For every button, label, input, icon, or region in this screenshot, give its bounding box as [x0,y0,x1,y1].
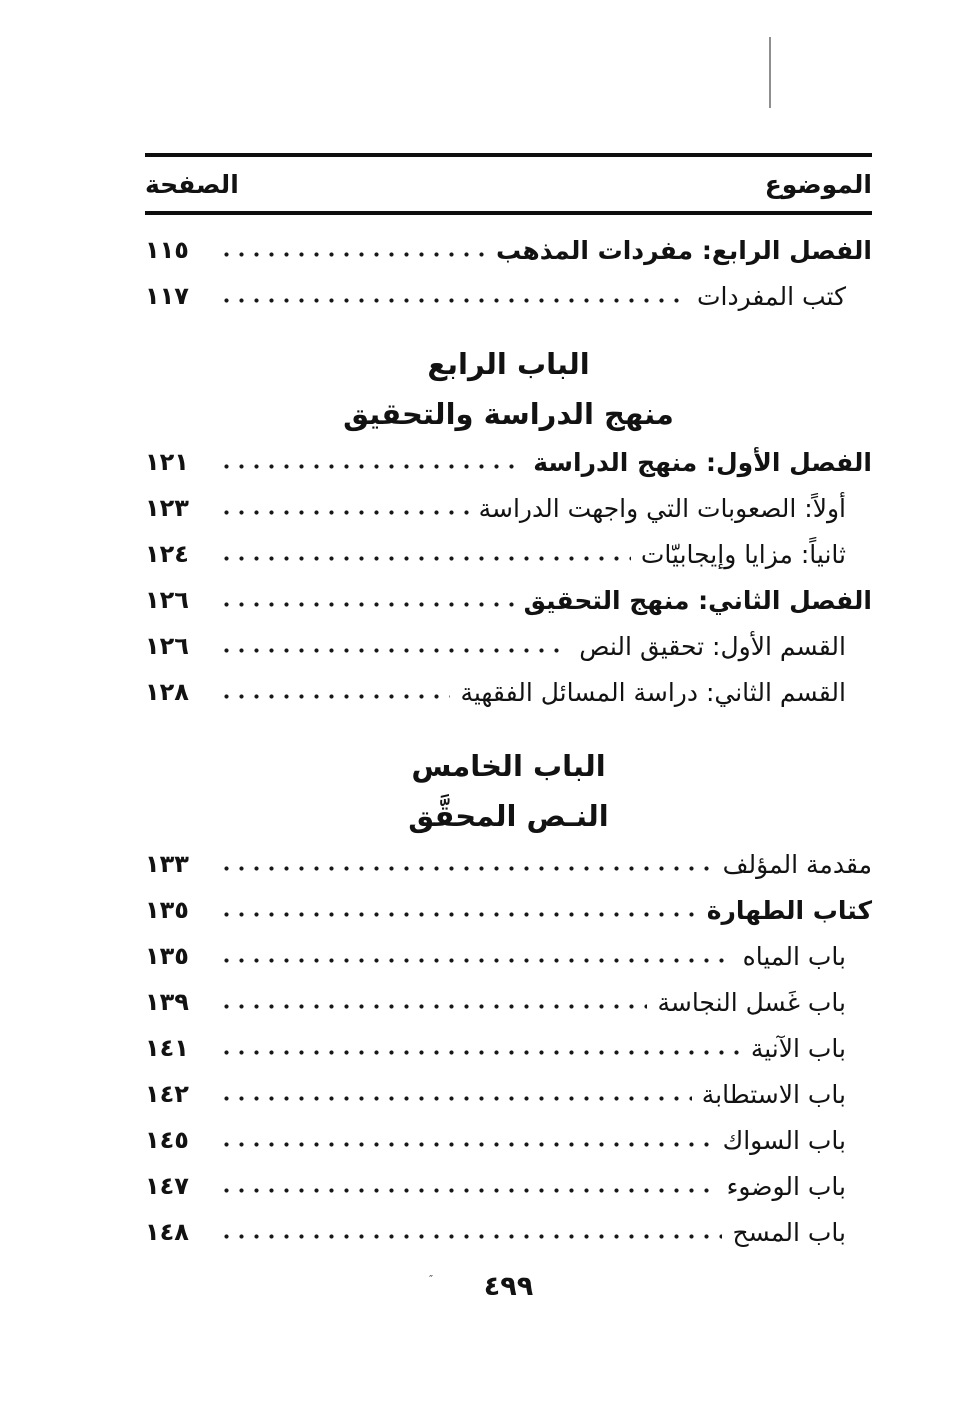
section-heading-line: الباب الرابع [427,347,590,381]
toc-entry-page-number: ١٢٦ [145,586,189,614]
dot-leader [217,273,687,319]
toc-entry-row: باب غَسل النجاسة ١٣٩ [145,979,872,1025]
dot-leader [217,1117,713,1163]
toc-entry-page-number: ١١٥ [145,236,189,264]
toc-entry-page-number: ١١٧ [145,282,189,310]
toc-entry-title: القسم الأول: تحقيق النص [579,631,846,661]
toc-entry-row: باب الاستطابة ١٤٢ [145,1071,872,1117]
dot-leader [217,933,733,979]
toc-entry-page-number: ١٢٨ [145,678,189,706]
header-page-label: الصفحة [145,169,239,199]
section-heading: الباب الرابع منهج الدراسة والتحقيق [145,339,872,439]
toc-entry-title: أولاً: الصعوبات التي واجهت الدراسة [478,493,846,523]
toc-page: الموضوع الصفحة الفصل الرابع: مفردات المذ… [145,0,872,1311]
toc-entry-title: باب المياه [742,941,846,971]
toc-entry-page-number: ١٢٦ [145,632,189,660]
page-number: ٤٩٩ [483,1271,534,1302]
toc-entry-title: باب الآنية [750,1033,846,1063]
scan-artifact-line [769,37,771,108]
dot-leader [217,1071,692,1117]
toc-entry-row: باب المياه ١٣٥ [145,933,872,979]
dot-leader [217,1025,741,1071]
toc-entry-title: باب السواك [722,1125,846,1155]
toc-entry-page-number: ١٣٥ [145,942,189,970]
toc-entry-row: القسم الثاني: دراسة المسائل الفقهية ١٢٨ [145,669,872,715]
toc-entry-row: باب الوضوء ١٤٧ [145,1163,872,1209]
toc-entry-row: باب الآنية ١٤١ [145,1025,872,1071]
dot-leader [217,227,486,273]
toc-entry-row: ثانياً: مزايا وإيجابيّات ١٢٤ [145,531,872,577]
dot-leader [217,623,570,669]
dot-leader [217,669,451,715]
header-labels-row: الموضوع الصفحة [145,157,872,211]
section-heading: الباب الخامس النـص المحقَّق [145,741,872,841]
toc-entry-title: القسم الثاني: دراسة المسائل الفقهية [460,677,846,707]
toc-entry-page-number: ١٣٩ [145,988,189,1016]
toc-entry-title: باب الاستطابة [701,1079,846,1109]
toc-entry-title: ثانياً: مزايا وإيجابيّات [640,539,846,569]
scan-artifact-mark: ″ [429,1273,434,1286]
toc-entry-title: باب غَسل النجاسة [657,987,846,1017]
dot-leader [217,1163,717,1209]
toc-entry-page-number: ١٢٣ [145,494,189,522]
toc-entry-title: باب المسح [732,1217,846,1247]
toc-entry-title: كتب المفردات [696,281,846,311]
dot-leader [217,439,524,485]
toc-header: الموضوع الصفحة [145,153,872,215]
toc-entry-row: باب السواك ١٤٥ [145,1117,872,1163]
toc-entry-row: الفصل الرابع: مفردات المذهب ١١٥ [145,227,872,273]
toc-entry-page-number: ١٣٣ [145,850,189,878]
toc-entry-row: الفصل الثاني: منهج التحقيق ١٢٦ [145,577,872,623]
toc-entry-row: مقدمة المؤلف ١٣٣ [145,841,872,887]
toc-entry-row: الفصل الأول: منهج الدراسة ١٢١ [145,439,872,485]
toc-entry-title: الفصل الرابع: مفردات المذهب [495,235,872,265]
toc-entry-row: القسم الأول: تحقيق النص ١٢٦ [145,623,872,669]
toc-entry-title: الفصل الثاني: منهج التحقيق [523,585,872,615]
toc-entry-title: باب الوضوء [726,1171,846,1201]
dot-leader [217,531,631,577]
header-topic-label: الموضوع [764,169,872,199]
section-heading-line: النـص المحقَّق [408,799,609,833]
page-footer: ″ ٤٩٩ [145,1271,872,1311]
dot-leader [217,841,713,887]
toc-entry-row: كتاب الطهارة ١٣٥ [145,887,872,933]
toc-entry-page-number: ١٤٥ [145,1126,189,1154]
toc-entry-page-number: ١٤٢ [145,1080,189,1108]
dot-leader [217,577,514,623]
header-rule-top [145,153,872,157]
header-rule-bottom [145,211,872,215]
section-heading-line: منهج الدراسة والتحقيق [343,397,674,431]
toc-entry-row: كتب المفردات ١١٧ [145,273,872,319]
toc-entry-page-number: ١٢١ [145,448,189,476]
dot-leader [217,1209,723,1255]
toc-entry-page-number: ١٤١ [145,1034,189,1062]
dot-leader [217,887,697,933]
dot-leader [217,485,469,531]
toc-entry-title: كتاب الطهارة [706,895,872,925]
toc-entry-page-number: ١٤٧ [145,1172,189,1200]
toc-entry-title: مقدمة المؤلف [722,849,872,879]
toc-entry-row: باب المسح ١٤٨ [145,1209,872,1255]
toc-entry-page-number: ١٢٤ [145,540,189,568]
toc-entry-page-number: ١٤٨ [145,1218,189,1246]
toc-entry-title: الفصل الأول: منهج الدراسة [533,447,872,477]
section-heading-line: الباب الخامس [411,749,606,783]
toc-entry-row: أولاً: الصعوبات التي واجهت الدراسة ١٢٣ [145,485,872,531]
toc-list: الفصل الرابع: مفردات المذهب ١١٥ كتب المفرد… [145,227,872,1255]
toc-entry-page-number: ١٣٥ [145,896,189,924]
dot-leader [217,979,648,1025]
